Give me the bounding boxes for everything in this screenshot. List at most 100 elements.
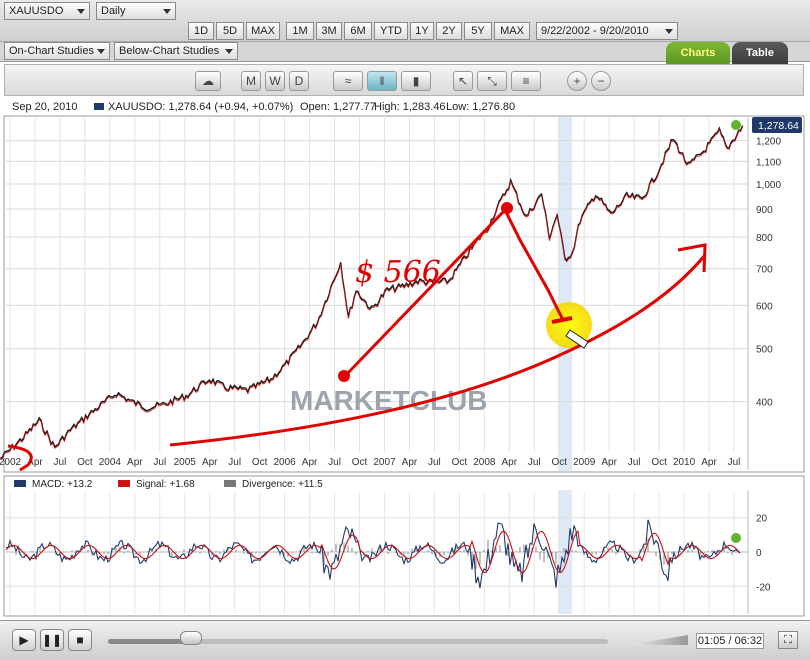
- price-x-tick-label: 2009: [573, 457, 596, 468]
- range-button-5y[interactable]: 5Y: [464, 22, 492, 40]
- fibonacci-icon[interactable]: ≡: [511, 71, 541, 91]
- chevron-down-icon: [665, 29, 673, 34]
- price-x-tick-label: Oct: [77, 457, 93, 468]
- pointer-icon[interactable]: ↖: [453, 71, 473, 91]
- macd-legend-swatch: [118, 480, 130, 487]
- price-x-tick-label: Apr: [302, 457, 318, 468]
- chevron-down-icon: [163, 9, 171, 14]
- annotation-start-mark: [7, 444, 33, 472]
- price-x-tick-label: 2004: [99, 457, 122, 468]
- annotation-mark: [551, 316, 573, 324]
- macd-y-tick-label: 0: [756, 548, 762, 559]
- annotation-curve: [169, 254, 707, 447]
- studies-bar: On-Chart Studies Below-Chart Studies: [0, 42, 810, 62]
- price-y-tick-label: 1,000: [756, 180, 781, 191]
- price-x-tick-label: Jul: [628, 457, 641, 468]
- annotation-trend-lines: [343, 207, 564, 378]
- price-x-tick-label: Oct: [551, 457, 567, 468]
- trendline-icon[interactable]: ⤡: [477, 71, 507, 91]
- chart-canvas: 400 500 600 700 800 900 1,000 1,100 1,200 2002 Ap…: [0, 115, 805, 617]
- price-x-tick-label: 2006: [273, 457, 296, 468]
- m-pattern-icon[interactable]: M: [241, 71, 261, 91]
- macd-y-tick-label: -20: [756, 582, 771, 593]
- chart-tool-bar: ☁ M W D ≈ ‖ ▮ ↖ ⤡ ≡ + −: [4, 64, 804, 96]
- info-low: Low: 1,276.80: [446, 101, 516, 113]
- annotation-arrowhead: [677, 243, 707, 273]
- fullscreen-icon[interactable]: ⛶: [778, 631, 798, 649]
- range-button-1m[interactable]: 1M: [286, 22, 314, 40]
- macd-legend-swatch: [224, 480, 236, 487]
- macd-legend-swatch: [14, 480, 26, 487]
- macd-series-line: [5, 519, 741, 589]
- tab-table[interactable]: Table: [732, 42, 788, 64]
- on-chart-studies-select[interactable]: On-Chart Studies: [4, 42, 110, 60]
- tab-charts[interactable]: Charts: [666, 42, 730, 64]
- stop-button[interactable]: ■: [68, 629, 92, 651]
- volume-slider[interactable]: [628, 635, 688, 645]
- on-chart-studies-label: On-Chart Studies: [9, 45, 94, 57]
- play-button[interactable]: ▶: [12, 629, 36, 651]
- line-chart-icon[interactable]: ≈: [333, 71, 363, 91]
- zoom-out-icon[interactable]: −: [591, 71, 611, 91]
- range-button-max[interactable]: MAX: [494, 22, 530, 40]
- price-y-tick-label: 1,100: [756, 157, 781, 168]
- symbol-select[interactable]: XAUUSDO: [4, 2, 90, 20]
- progress-scrubber[interactable]: [180, 631, 202, 645]
- chevron-down-icon: [97, 49, 105, 54]
- top-toolbar: XAUUSDO Daily 1D 5D MAX 1M 3M 6M YTD 1Y 2Y 5Y MAX…: [0, 0, 810, 42]
- price-x-tick-label: Apr: [127, 457, 143, 468]
- range-button-ytd[interactable]: YTD: [374, 22, 408, 40]
- annotation-text: $ 566: [355, 255, 441, 290]
- interval-select[interactable]: Daily: [96, 2, 176, 20]
- series-swatch: [94, 103, 104, 110]
- macd-legend-label: Divergence: +11.5: [242, 479, 323, 490]
- price-y-tick-label: 800: [756, 233, 773, 244]
- range-button-2y[interactable]: 2Y: [436, 22, 462, 40]
- date-range-select[interactable]: 9/22/2002 - 9/20/2010: [536, 22, 678, 40]
- price-x-tick-label: 2005: [174, 457, 197, 468]
- info-quote: XAUUSDO: 1,278.64 (+0.94, +0.07%): [108, 101, 294, 113]
- last-price-marker: [731, 120, 741, 130]
- price-x-tick-label: Oct: [252, 457, 268, 468]
- price-x-tick-label: Jul: [328, 457, 341, 468]
- price-y-tick-label: 400: [756, 398, 773, 409]
- price-x-tick-label: 2010: [673, 457, 696, 468]
- price-x-tick-label: 2008: [473, 457, 496, 468]
- price-y-tick-label: 600: [756, 301, 773, 312]
- chevron-down-icon: [77, 9, 85, 14]
- macd-legend-label: Signal: +1.68: [136, 479, 195, 490]
- macd-last-marker: [731, 533, 741, 543]
- range-button-max[interactable]: MAX: [246, 22, 280, 40]
- price-y-tick-label: 700: [756, 265, 773, 276]
- date-range-value: 9/22/2002 - 9/20/2010: [541, 25, 649, 37]
- w-pattern-icon[interactable]: W: [265, 71, 285, 91]
- info-date: Sep 20, 2010: [12, 101, 78, 113]
- pause-button[interactable]: ❚❚: [40, 629, 64, 651]
- price-x-tick-label: Apr: [27, 457, 43, 468]
- zoom-in-icon[interactable]: +: [567, 71, 587, 91]
- progress-track[interactable]: [108, 639, 608, 644]
- price-x-tick-label: Jul: [728, 457, 741, 468]
- candle-chart-icon[interactable]: ▮: [401, 71, 431, 91]
- last-price-value: 1,278.64: [758, 120, 799, 132]
- range-button-3m[interactable]: 3M: [316, 22, 342, 40]
- info-open: Open: 1,277.77: [300, 101, 376, 113]
- chat-bubble-icon[interactable]: ☁: [195, 71, 221, 91]
- last-price-tag: [752, 117, 802, 133]
- ohlc-chart-icon[interactable]: ‖: [367, 71, 397, 91]
- range-button-1d[interactable]: 1D: [188, 22, 214, 40]
- annotation-high-dot: [501, 202, 513, 214]
- below-chart-studies-select[interactable]: Below-Chart Studies: [114, 42, 238, 60]
- pen-cursor-icon: [565, 329, 589, 349]
- price-series-line: [0, 125, 744, 459]
- range-button-5d[interactable]: 5D: [216, 22, 244, 40]
- range-button-6m[interactable]: 6M: [344, 22, 372, 40]
- d-pattern-icon[interactable]: D: [289, 71, 309, 91]
- price-y-tick-label: 500: [756, 345, 773, 356]
- price-x-tick-label: Apr: [502, 457, 518, 468]
- interval-value: Daily: [101, 5, 126, 17]
- range-button-1y[interactable]: 1Y: [410, 22, 434, 40]
- price-x-tick-label: Jul: [228, 457, 241, 468]
- price-x-tick-label: Apr: [202, 457, 218, 468]
- price-x-tick-label: Apr: [701, 457, 717, 468]
